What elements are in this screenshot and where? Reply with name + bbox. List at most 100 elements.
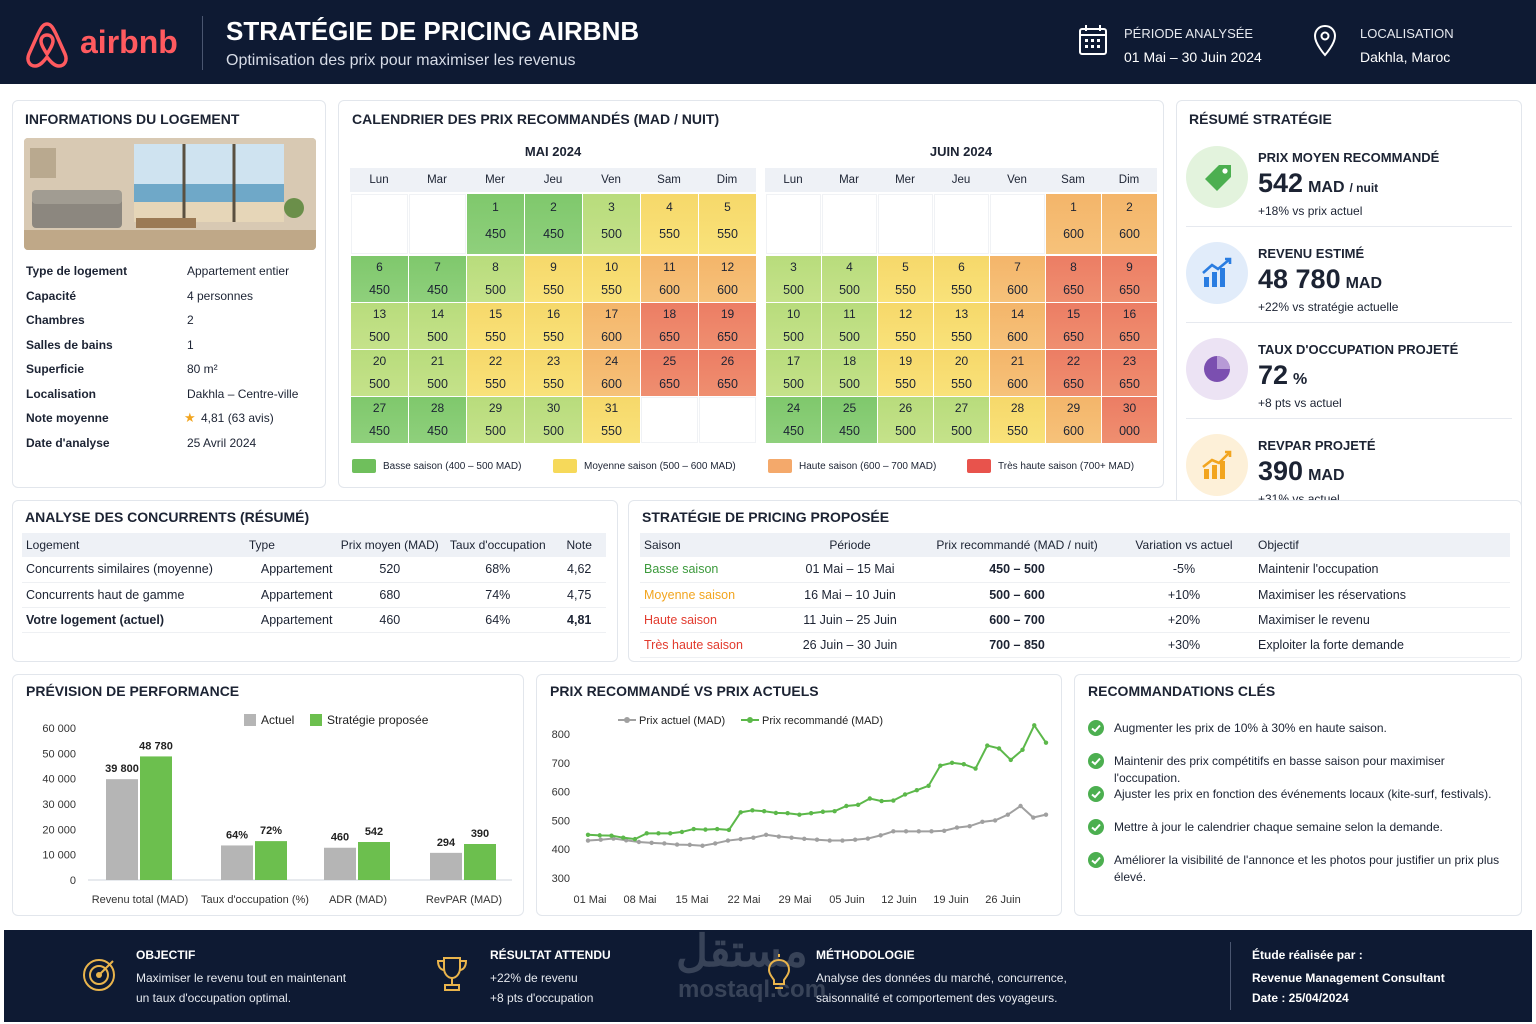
recommendation-text: Améliorer la visibilité de l'annonce et … bbox=[1114, 853, 1500, 884]
calendar-day[interactable]: 7 600 bbox=[990, 256, 1045, 302]
calendar-day[interactable]: 6 450 bbox=[351, 256, 408, 302]
calendar-day[interactable]: 25 450 bbox=[822, 397, 877, 443]
calendar-day[interactable]: 21 600 bbox=[990, 350, 1045, 396]
calendar-day[interactable]: 10 500 bbox=[766, 303, 821, 349]
calendar-day[interactable] bbox=[409, 194, 466, 254]
check-circle-icon bbox=[1088, 720, 1104, 736]
calendar-day[interactable] bbox=[822, 194, 877, 254]
y-tick-label: 300 bbox=[552, 873, 570, 885]
col-variation: Variation vs actuel bbox=[1114, 533, 1254, 557]
calendar-day[interactable] bbox=[934, 194, 989, 254]
calendar-day[interactable]: 1 450 bbox=[467, 194, 524, 254]
day-price: 600 bbox=[1007, 330, 1028, 344]
calendar-day[interactable]: 13 500 bbox=[351, 303, 408, 349]
calendar-day[interactable]: 15 550 bbox=[467, 303, 524, 349]
calendar-day[interactable]: 12 600 bbox=[699, 256, 756, 302]
calendar-day[interactable]: 4 550 bbox=[641, 194, 698, 254]
y-tick-label: 800 bbox=[552, 729, 570, 741]
calendar-day[interactable]: 3 500 bbox=[766, 256, 821, 302]
col-logement: Logement bbox=[22, 533, 245, 557]
calendar-day[interactable] bbox=[641, 397, 698, 443]
day-price: 550 bbox=[543, 283, 564, 297]
calendar-day[interactable]: 10 550 bbox=[583, 256, 640, 302]
calendar-day[interactable] bbox=[351, 194, 408, 254]
calendar-day[interactable]: 11 500 bbox=[822, 303, 877, 349]
footer-method-title: MÉTHODOLOGIE bbox=[816, 948, 915, 962]
calendar-day[interactable]: 11 600 bbox=[641, 256, 698, 302]
weekday-header: Mar bbox=[408, 168, 466, 192]
calendar-day[interactable]: 4 500 bbox=[822, 256, 877, 302]
calendar-day[interactable]: 30 000 bbox=[1102, 397, 1157, 443]
calendar-day[interactable]: 16 650 bbox=[1102, 303, 1157, 349]
calendar-day[interactable]: 26 500 bbox=[878, 397, 933, 443]
footer-result-line2: +8 pts d'occupation bbox=[490, 991, 594, 1005]
calendar-day[interactable]: 8 650 bbox=[1046, 256, 1101, 302]
data-point bbox=[773, 810, 779, 816]
data-point bbox=[662, 841, 667, 846]
y-tick-label: 50 000 bbox=[42, 748, 76, 760]
calendar-day[interactable]: 19 650 bbox=[699, 303, 756, 349]
calendar-day[interactable]: 2 600 bbox=[1102, 194, 1157, 254]
data-point bbox=[687, 842, 692, 848]
calendar-day[interactable]: 20 500 bbox=[351, 350, 408, 396]
calendar-day[interactable]: 18 650 bbox=[641, 303, 698, 349]
calendar-day[interactable]: 27 500 bbox=[934, 397, 989, 443]
calendar-day[interactable]: 12 550 bbox=[878, 303, 933, 349]
calendar-day[interactable]: 20 550 bbox=[934, 350, 989, 396]
calendar-day[interactable]: 2 450 bbox=[525, 194, 582, 254]
data-point bbox=[891, 829, 896, 834]
calendar-day[interactable]: 3 500 bbox=[583, 194, 640, 254]
table-cell: +30% bbox=[1114, 632, 1254, 658]
data-point bbox=[644, 831, 649, 836]
calendar-day[interactable]: 5 550 bbox=[878, 256, 933, 302]
day-number: 15 bbox=[1066, 307, 1081, 321]
calendar-day[interactable]: 18 500 bbox=[822, 350, 877, 396]
calendar-day[interactable]: 7 450 bbox=[409, 256, 466, 302]
calendar-day[interactable] bbox=[699, 397, 756, 443]
calendar-day[interactable]: 23 550 bbox=[525, 350, 582, 396]
calendar-day[interactable]: 6 550 bbox=[934, 256, 989, 302]
calendar-day[interactable]: 5 550 bbox=[699, 194, 756, 254]
bar-value-label: 294 bbox=[437, 837, 456, 849]
calendar-day[interactable]: 17 500 bbox=[766, 350, 821, 396]
calendar-day[interactable]: 29 500 bbox=[467, 397, 524, 443]
data-point bbox=[636, 839, 642, 845]
info-row: Superficie 80 m² bbox=[26, 362, 316, 382]
calendar-day[interactable]: 31 550 bbox=[583, 397, 640, 443]
calendar-day[interactable]: 25 650 bbox=[641, 350, 698, 396]
month-0: MAI 2024 Lun Mar Mer Jeu Ven Sam Dim 1 450 2 450 3 50… bbox=[350, 138, 756, 443]
summary-delta: +18% vs prix actuel bbox=[1258, 204, 1363, 218]
calendar-day[interactable]: 1 600 bbox=[1046, 194, 1101, 254]
data-point bbox=[763, 832, 769, 837]
calendar-day[interactable]: 24 450 bbox=[766, 397, 821, 443]
calendar-day[interactable]: 14 500 bbox=[409, 303, 466, 349]
calendar-day[interactable]: 13 550 bbox=[934, 303, 989, 349]
calendar-day[interactable]: 19 550 bbox=[878, 350, 933, 396]
calendar-day[interactable]: 9 650 bbox=[1102, 256, 1157, 302]
calendar-day[interactable] bbox=[990, 194, 1045, 254]
calendar-day[interactable]: 21 500 bbox=[409, 350, 466, 396]
calendar-day[interactable] bbox=[878, 194, 933, 254]
calendar-day[interactable]: 22 550 bbox=[467, 350, 524, 396]
calendar-day[interactable]: 27 450 bbox=[351, 397, 408, 443]
calendar-day[interactable]: 15 650 bbox=[1046, 303, 1101, 349]
calendar-day[interactable]: 22 650 bbox=[1046, 350, 1101, 396]
data-point bbox=[598, 837, 603, 842]
data-point bbox=[691, 826, 696, 832]
calendar-day[interactable]: 23 650 bbox=[1102, 350, 1157, 396]
calendar-day[interactable]: 14 600 bbox=[990, 303, 1045, 349]
calendar-day[interactable]: 28 550 bbox=[990, 397, 1045, 443]
calendar-day[interactable]: 8 500 bbox=[467, 256, 524, 302]
calendar-day[interactable]: 29 600 bbox=[1046, 397, 1101, 443]
calendar-day[interactable]: 28 450 bbox=[409, 397, 466, 443]
calendar-day[interactable]: 16 550 bbox=[525, 303, 582, 349]
calendar-day[interactable]: 30 500 bbox=[525, 397, 582, 443]
table-cell: 500 – 600 bbox=[920, 582, 1114, 608]
calendar-day[interactable] bbox=[766, 194, 821, 254]
calendar-day[interactable]: 26 650 bbox=[699, 350, 756, 396]
calendar-day[interactable]: 9 550 bbox=[525, 256, 582, 302]
calendar-day[interactable]: 17 600 bbox=[583, 303, 640, 349]
info-row: Salles de bains 1 bbox=[26, 338, 316, 358]
bar-value-label: 542 bbox=[365, 826, 383, 838]
calendar-day[interactable]: 24 600 bbox=[583, 350, 640, 396]
